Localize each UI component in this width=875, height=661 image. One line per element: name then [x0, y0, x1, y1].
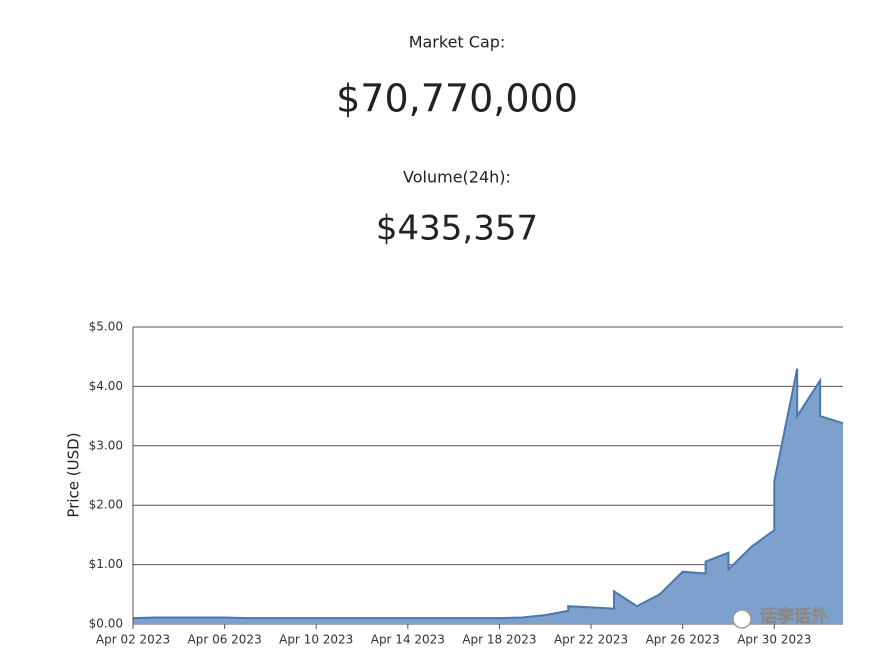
x-tick-label: Apr 14 2023	[371, 633, 445, 647]
y-tick-label: $2.00	[89, 498, 123, 512]
y-tick-label: $0.00	[89, 617, 123, 631]
x-tick-label: Apr 06 2023	[188, 633, 262, 647]
area	[133, 368, 843, 624]
x-tick-label: Apr 26 2023	[646, 633, 720, 647]
x-tick-label: Apr 22 2023	[554, 633, 628, 647]
x-tick-label: Apr 02 2023	[96, 633, 170, 647]
x-tick-label: Apr 10 2023	[279, 633, 353, 647]
volume-value: $435,357	[376, 209, 538, 249]
x-tick-label: Apr 18 2023	[462, 633, 536, 647]
y-tick-label: $5.00	[89, 320, 123, 334]
volume-label: Volume(24h):	[403, 168, 511, 187]
area-line	[132, 368, 844, 620]
x-tick-label: Apr 30 2023	[737, 633, 811, 647]
y-axis-label: Price (USD)	[65, 432, 83, 517]
watermark-icon	[732, 609, 752, 629]
y-tick-label: $1.00	[89, 557, 123, 571]
market-cap-label: Market Cap:	[409, 33, 506, 52]
y-tick-label: $4.00	[89, 379, 123, 393]
y-tick-label: $3.00	[89, 438, 123, 452]
market-cap-value: $70,770,000	[336, 77, 578, 121]
watermark: 话李话外	[760, 606, 828, 627]
